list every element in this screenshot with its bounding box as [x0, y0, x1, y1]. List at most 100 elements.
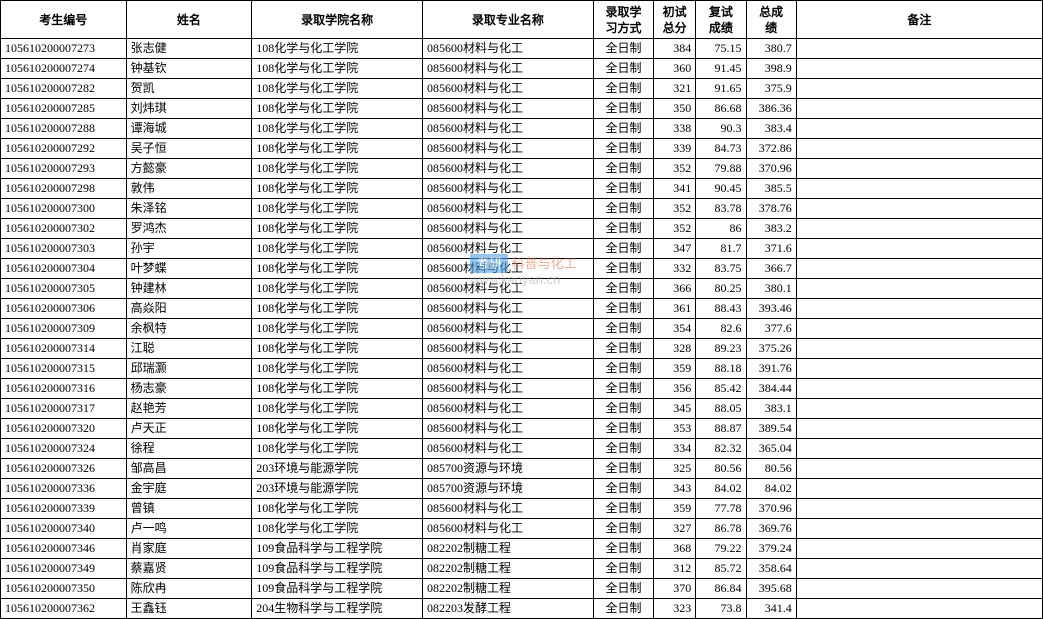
table-row: 105610200007274钟基钦108化学与化工学院085600材料与化工全…: [1, 59, 1043, 79]
cell-prelim: 312: [654, 559, 696, 579]
cell-prelim: 345: [654, 399, 696, 419]
cell-name: 曾镇: [126, 499, 252, 519]
cell-total: 341.4: [746, 599, 796, 619]
cell-prelim: 341: [654, 179, 696, 199]
col-name: 姓名: [126, 1, 252, 39]
cell-major: 085600材料与化工: [423, 99, 594, 119]
cell-major: 085600材料与化工: [423, 199, 594, 219]
cell-college: 108化学与化工学院: [252, 279, 423, 299]
table-row: 105610200007302罗鸿杰108化学与化工学院085600材料与化工全…: [1, 219, 1043, 239]
cell-id: 105610200007350: [1, 579, 127, 599]
table-row: 105610200007340卢一鸣108化学与化工学院085600材料与化工全…: [1, 519, 1043, 539]
cell-id: 105610200007285: [1, 99, 127, 119]
cell-retest: 75.15: [696, 39, 746, 59]
cell-major: 085600材料与化工: [423, 379, 594, 399]
cell-id: 105610200007349: [1, 559, 127, 579]
cell-total: 366.7: [746, 259, 796, 279]
table-row: 105610200007326邹高昌203环境与能源学院085700资源与环境全…: [1, 459, 1043, 479]
col-major: 录取专业名称: [423, 1, 594, 39]
table-row: 105610200007324徐程108化学与化工学院085600材料与化工全日…: [1, 439, 1043, 459]
cell-name: 吴子恒: [126, 139, 252, 159]
cell-id: 105610200007340: [1, 519, 127, 539]
cell-prelim: 360: [654, 59, 696, 79]
cell-remark: [796, 99, 1042, 119]
cell-total: 365.04: [746, 439, 796, 459]
cell-prelim: 359: [654, 499, 696, 519]
cell-prelim: 323: [654, 599, 696, 619]
cell-id: 105610200007303: [1, 239, 127, 259]
cell-id: 105610200007298: [1, 179, 127, 199]
cell-retest: 82.32: [696, 439, 746, 459]
cell-id: 105610200007288: [1, 119, 127, 139]
cell-name: 谭海城: [126, 119, 252, 139]
cell-prelim: 359: [654, 359, 696, 379]
cell-retest: 86.78: [696, 519, 746, 539]
cell-major: 085600材料与化工: [423, 399, 594, 419]
table-row: 105610200007320卢天正108化学与化工学院085600材料与化工全…: [1, 419, 1043, 439]
cell-college: 109食品科学与工程学院: [252, 539, 423, 559]
cell-total: 395.68: [746, 579, 796, 599]
cell-mode: 全日制: [593, 199, 653, 219]
cell-retest: 91.65: [696, 79, 746, 99]
cell-mode: 全日制: [593, 539, 653, 559]
cell-remark: [796, 179, 1042, 199]
cell-retest: 84.02: [696, 479, 746, 499]
cell-name: 卢天正: [126, 419, 252, 439]
cell-name: 王鑫钰: [126, 599, 252, 619]
cell-major: 085600材料与化工: [423, 119, 594, 139]
cell-remark: [796, 519, 1042, 539]
cell-college: 203环境与能源学院: [252, 479, 423, 499]
cell-id: 105610200007273: [1, 39, 127, 59]
col-remark: 备注: [796, 1, 1042, 39]
cell-name: 陈欣冉: [126, 579, 252, 599]
cell-name: 贺凯: [126, 79, 252, 99]
cell-name: 刘炜琪: [126, 99, 252, 119]
cell-college: 108化学与化工学院: [252, 399, 423, 419]
cell-total: 383.1: [746, 399, 796, 419]
cell-major: 085600材料与化工: [423, 499, 594, 519]
cell-college: 108化学与化工学院: [252, 239, 423, 259]
cell-retest: 79.22: [696, 539, 746, 559]
cell-retest: 89.23: [696, 339, 746, 359]
cell-retest: 79.88: [696, 159, 746, 179]
cell-retest: 91.45: [696, 59, 746, 79]
cell-major: 085700资源与环境: [423, 479, 594, 499]
cell-college: 109食品科学与工程学院: [252, 579, 423, 599]
cell-name: 叶梦蝶: [126, 259, 252, 279]
cell-mode: 全日制: [593, 439, 653, 459]
cell-remark: [796, 479, 1042, 499]
cell-remark: [796, 259, 1042, 279]
cell-total: 380.1: [746, 279, 796, 299]
cell-name: 杨志豪: [126, 379, 252, 399]
table-row: 105610200007309余枫特108化学与化工学院085600材料与化工全…: [1, 319, 1043, 339]
cell-prelim: 361: [654, 299, 696, 319]
table-row: 105610200007288谭海城108化学与化工学院085600材料与化工全…: [1, 119, 1043, 139]
cell-college: 108化学与化工学院: [252, 59, 423, 79]
cell-college: 108化学与化工学院: [252, 259, 423, 279]
table-row: 105610200007317赵艳芳108化学与化工学院085600材料与化工全…: [1, 399, 1043, 419]
cell-major: 085600材料与化工: [423, 39, 594, 59]
cell-mode: 全日制: [593, 319, 653, 339]
cell-mode: 全日制: [593, 39, 653, 59]
cell-prelim: 352: [654, 159, 696, 179]
cell-mode: 全日制: [593, 239, 653, 259]
cell-mode: 全日制: [593, 559, 653, 579]
cell-id: 105610200007320: [1, 419, 127, 439]
cell-mode: 全日制: [593, 139, 653, 159]
cell-mode: 全日制: [593, 459, 653, 479]
cell-total: 386.36: [746, 99, 796, 119]
cell-mode: 全日制: [593, 159, 653, 179]
cell-prelim: 338: [654, 119, 696, 139]
cell-name: 金宇庭: [126, 479, 252, 499]
cell-major: 082202制糖工程: [423, 579, 594, 599]
cell-name: 徐程: [126, 439, 252, 459]
cell-prelim: 366: [654, 279, 696, 299]
cell-remark: [796, 239, 1042, 259]
cell-remark: [796, 579, 1042, 599]
cell-remark: [796, 319, 1042, 339]
cell-retest: 85.72: [696, 559, 746, 579]
cell-remark: [796, 539, 1042, 559]
table-header-row: 考生编号 姓名 录取学院名称 录取专业名称 录取学习方式 初试总分 复试成绩 总…: [1, 1, 1043, 39]
table-row: 105610200007316杨志豪108化学与化工学院085600材料与化工全…: [1, 379, 1043, 399]
cell-major: 085600材料与化工: [423, 299, 594, 319]
